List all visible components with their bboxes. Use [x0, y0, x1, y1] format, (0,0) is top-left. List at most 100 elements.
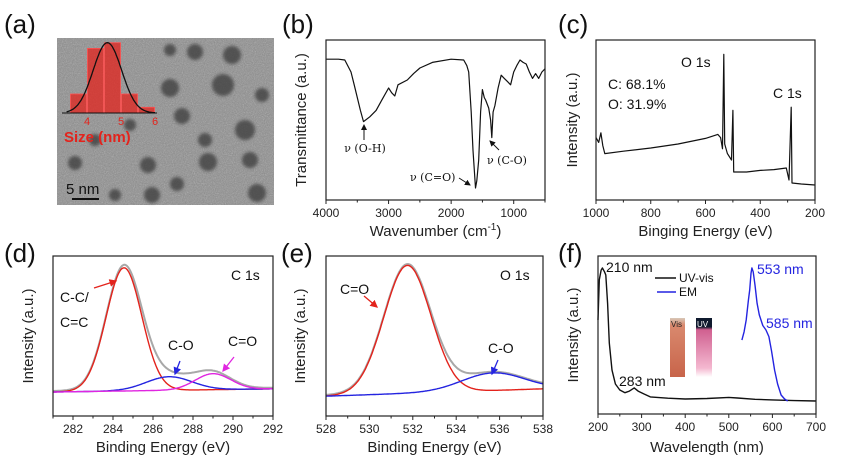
x-tick-label: 534 — [446, 422, 466, 436]
panel-e-annotations: O 1s C=O C-O — [340, 267, 530, 376]
panel-b-annotations: ν (O-H) ν (C=O) ν (C-O) — [344, 124, 527, 186]
x-axis-label-text: Wavelength (nm) — [650, 439, 764, 456]
x-tick-label: 600 — [762, 420, 782, 434]
y-axis-label: Intensity (a.u.) — [564, 72, 581, 167]
fit-component-c-o — [326, 264, 543, 397]
plot-area — [595, 53, 816, 186]
hist-tick-label: 5 — [118, 116, 124, 128]
panel-d-chart: 282 284 286 288 290 292 Binding Energy (eV) Int… — [20, 255, 283, 456]
x-tick-label: 3000 — [375, 206, 402, 220]
annotation-cc: C-C/ — [60, 289, 89, 305]
x-tick-label: 400 — [675, 420, 695, 434]
spectrum-line — [595, 53, 816, 186]
x-axis-label-text: Binding Energy (eV) — [96, 439, 230, 456]
annotation-co-double: ν (C=O) — [410, 171, 455, 184]
hist-fit-curve — [66, 42, 155, 114]
fit-component-c-o — [53, 373, 273, 393]
x-tick-label: 700 — [806, 420, 826, 434]
annotation-c-double-o: C=O — [228, 333, 257, 349]
annotation-co-single: ν (C-O) — [487, 154, 527, 167]
panel-label-d: (d) — [4, 238, 36, 268]
series-em — [741, 267, 789, 402]
panel-f-chart: 200 300 400 500 600 700 Wavelength (nm) Intensi… — [565, 255, 826, 456]
x-tick-label: 200 — [588, 420, 608, 434]
x-axis-label: Binging Energy (eV) — [638, 223, 772, 240]
x-tick-label: 290 — [223, 422, 243, 436]
y-axis-label: Intensity (a.u.) — [565, 287, 582, 382]
plot-area — [325, 262, 544, 397]
x-tick-label: 4000 — [313, 206, 340, 220]
annotation-e-c-double-o: C=O — [340, 281, 369, 297]
x-tick-label: 1000 — [500, 206, 527, 220]
x-tick-label: 300 — [632, 420, 652, 434]
plot-area — [52, 263, 273, 393]
x-axis-label-tail: ) — [496, 223, 501, 240]
annotation-c-o: C-O — [168, 337, 194, 353]
axes-frame — [325, 39, 546, 201]
x-axis-label: Binding Energy (eV) — [367, 439, 501, 456]
x-tick-label: 528 — [316, 422, 336, 436]
panel-f-annotations: 210 nm 283 nm 553 nm 585 nm UV-vis EM Vi… — [606, 259, 813, 389]
hist-xlabel: Size (nm) — [64, 129, 131, 146]
panel-d-annotations: C 1s C-C/ C=C C-O C=O — [60, 267, 260, 376]
x-tick-label: 500 — [719, 420, 739, 434]
x-tick-label: 292 — [263, 422, 283, 436]
annotation-oh: ν (O-H) — [344, 142, 386, 155]
annotation-585: 585 nm — [766, 315, 813, 331]
hist-tick-label: 6 — [152, 116, 158, 128]
axes-frame — [595, 39, 816, 201]
y-axis-label: Intensity (a.u.) — [292, 288, 309, 383]
x-tick-label: 800 — [641, 206, 661, 220]
y-axis-label: Intensity (a.u.) — [20, 288, 37, 383]
cuvette-vis — [670, 318, 685, 377]
legend: UV-vis EM — [655, 271, 714, 299]
x-tick-label: 538 — [533, 422, 553, 436]
hist-bar — [121, 93, 138, 114]
scale-bar-label: 5 nm — [66, 181, 99, 198]
x-tick-label: 282 — [63, 422, 83, 436]
x-axis-label: Wavelength (nm) — [650, 439, 764, 456]
x-tick-label: 200 — [805, 206, 825, 220]
panel-c-chart: 1000 800 600 400 200 Binging Energy (eV) Inten… — [564, 39, 825, 240]
panel-e-title: O 1s — [500, 267, 530, 283]
legend-label-em: EM — [679, 285, 697, 299]
axes-frame — [597, 255, 817, 415]
x-tick-label: 2000 — [438, 206, 465, 220]
panel-label-e: (e) — [281, 238, 313, 268]
x-axis-label: Wavenumber (cm-1) — [370, 222, 502, 240]
panel-a-tem-image: 4 5 6 5 nm Size (nm) — [57, 38, 274, 205]
annotation-o-percent: O: 31.9% — [608, 96, 666, 112]
x-tick-label: 400 — [750, 206, 770, 220]
panel-label-b: (b) — [282, 9, 314, 39]
axes-frame — [325, 255, 544, 417]
x-tick-label: 1000 — [583, 206, 610, 220]
panel-d-title: C 1s — [231, 267, 260, 283]
hist-bar — [104, 42, 121, 114]
x-axis-label: Binding Energy (eV) — [96, 439, 230, 456]
x-axis-label-text: Binding Energy (eV) — [367, 439, 501, 456]
y-axis-label: Transmittance (a.u.) — [293, 53, 310, 187]
panel-label-f: (f) — [558, 238, 583, 268]
annotation-c1s: C 1s — [773, 85, 802, 101]
nanoparticles — [68, 44, 269, 203]
panel-label-a: (a) — [4, 9, 36, 39]
x-axis-label-text: Binging Energy (eV) — [638, 223, 772, 240]
annotation-e-c-o: C-O — [488, 340, 514, 356]
annotation-283: 283 nm — [619, 373, 666, 389]
x-tick-label: 530 — [359, 422, 379, 436]
panel-b-chart: 4000 3000 2000 1000 Wavenumber (cm-1) Transmi… — [293, 39, 546, 240]
annotation-553: 553 nm — [757, 261, 804, 277]
plot-area — [326, 58, 546, 189]
cuvette-uv-label: UV — [697, 320, 709, 329]
series-uv-vis — [597, 267, 817, 402]
panel-c-annotations: O 1s C: 68.1% O: 31.9% C 1s — [608, 54, 802, 112]
x-tick-label: 536 — [490, 422, 510, 436]
cuvette-vis-label: Vis — [671, 320, 682, 329]
x-axis-label-text: Wavenumber (cm — [370, 223, 488, 240]
fit-component-c-o — [325, 372, 544, 397]
spectrum-line — [326, 58, 546, 189]
cuvette-uv — [696, 318, 712, 377]
x-axis-label-superscript: -1 — [487, 222, 496, 233]
annotation-o1s: O 1s — [681, 54, 711, 70]
x-tick-label: 284 — [103, 422, 123, 436]
